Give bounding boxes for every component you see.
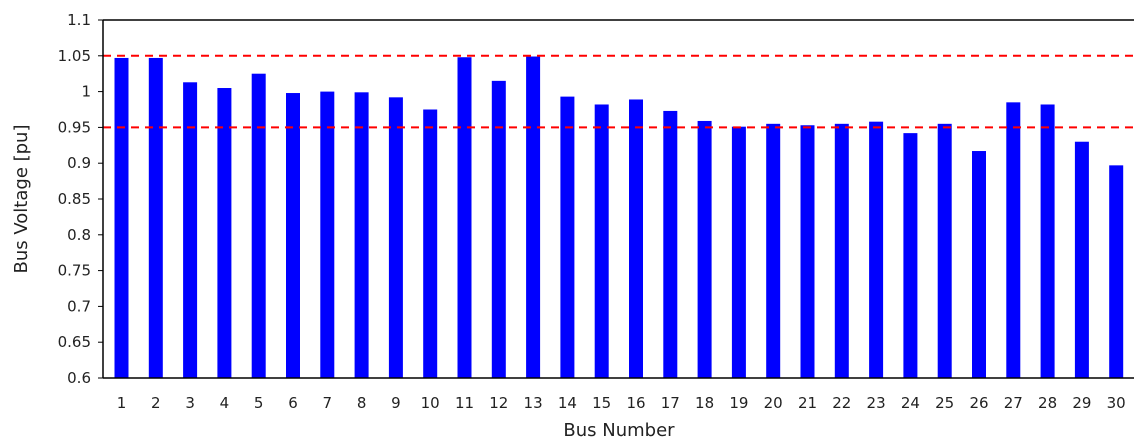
bar-bus-4 <box>217 88 232 379</box>
x-tick-label: 8 <box>357 394 367 412</box>
bar-bus-16 <box>629 99 643 378</box>
bar-bus-14 <box>560 96 575 378</box>
y-axis-title: Bus Voltage [pu] <box>11 125 32 274</box>
x-tick-label: 23 <box>867 394 886 412</box>
x-tick-label: 18 <box>695 394 714 412</box>
bar-bus-11 <box>457 57 472 379</box>
bar-bus-2 <box>148 57 163 379</box>
reference-lines <box>103 54 1134 129</box>
bar-bus-24 <box>903 133 918 378</box>
bar-bus-17 <box>663 110 678 378</box>
x-tick-label: 30 <box>1107 394 1126 412</box>
bar-bus-30 <box>1109 165 1124 378</box>
x-tick-label: 24 <box>901 394 920 412</box>
bar-bus-19 <box>731 126 746 379</box>
y-tick-label: 0.6 <box>67 369 91 387</box>
y-axis: 0.6 0.65 0.7 0.75 0.8 0.85 0.9 0.95 1 1.05 1.1 <box>58 11 103 387</box>
x-tick-label: 20 <box>764 394 783 412</box>
x-tick-label: 16 <box>626 394 645 412</box>
bar-bus-21 <box>800 125 815 378</box>
bar-bus-15 <box>594 104 609 378</box>
y-tick-label: 0.95 <box>58 118 91 136</box>
bar-bus-9 <box>388 97 403 378</box>
x-tick-label: 15 <box>592 394 611 412</box>
x-tick-label: 22 <box>832 394 851 412</box>
x-tick-label: 14 <box>558 394 577 412</box>
bar-bus-22 <box>834 123 849 378</box>
x-tick-label: 4 <box>220 394 230 412</box>
bar-bus-26 <box>972 151 986 378</box>
bar-bus-13 <box>526 56 541 379</box>
bar-bus-12 <box>491 80 506 379</box>
y-tick-label: 0.7 <box>67 297 91 315</box>
y-tick-label: 0.85 <box>58 190 91 208</box>
y-tick-label: 1 <box>81 83 91 101</box>
y-tick-label: 0.8 <box>67 226 91 244</box>
x-tick-label: 26 <box>969 394 988 412</box>
x-tick-label: 21 <box>798 394 817 412</box>
x-tick-label: 11 <box>455 394 474 412</box>
x-tick-label: 2 <box>151 394 161 412</box>
y-tick-label: 0.9 <box>67 154 91 172</box>
bar-bus-25 <box>937 123 952 378</box>
x-tick-label: 5 <box>254 394 264 412</box>
x-tick-label: 6 <box>288 394 298 412</box>
bar-bus-6 <box>286 93 300 379</box>
bar-bus-8 <box>354 92 369 378</box>
x-axis-title: Bus Number <box>563 420 675 441</box>
x-axis: 1 2 3 4 5 6 7 8 9 10 11 12 13 14 15 16 17 18 19 20 21 22 23 24 2… <box>117 394 1126 412</box>
x-tick-label: 13 <box>524 394 543 412</box>
x-tick-label: 10 <box>421 394 440 412</box>
y-tick-label: 1.05 <box>58 47 91 65</box>
y-tick-label: 0.65 <box>58 333 91 351</box>
bar-bus-23 <box>869 121 884 378</box>
bar-bus-1 <box>114 57 129 379</box>
bar-bus-3 <box>183 82 198 379</box>
y-tick-label: 0.75 <box>58 262 91 280</box>
x-tick-label: 29 <box>1072 394 1091 412</box>
x-tick-label: 27 <box>1004 394 1023 412</box>
y-tick-label: 1.1 <box>67 11 91 29</box>
bar-bus-5 <box>251 73 266 378</box>
bar-bus-28 <box>1040 104 1055 378</box>
x-tick-label: 25 <box>935 394 954 412</box>
bar-bus-7 <box>320 91 335 378</box>
x-tick-label: 17 <box>661 394 680 412</box>
bar-bus-27 <box>1006 102 1021 378</box>
x-tick-label: 3 <box>185 394 195 412</box>
x-tick-label: 19 <box>729 394 748 412</box>
x-tick-label: 9 <box>391 394 401 412</box>
bars <box>114 56 1124 379</box>
bar-bus-29 <box>1074 141 1089 378</box>
bar-bus-20 <box>766 123 781 378</box>
x-tick-label: 7 <box>323 394 333 412</box>
bar-bus-10 <box>423 109 438 378</box>
x-tick-label: 12 <box>489 394 508 412</box>
x-tick-label: 1 <box>117 394 127 412</box>
bar-bus-18 <box>697 120 712 379</box>
x-tick-label: 28 <box>1038 394 1057 412</box>
